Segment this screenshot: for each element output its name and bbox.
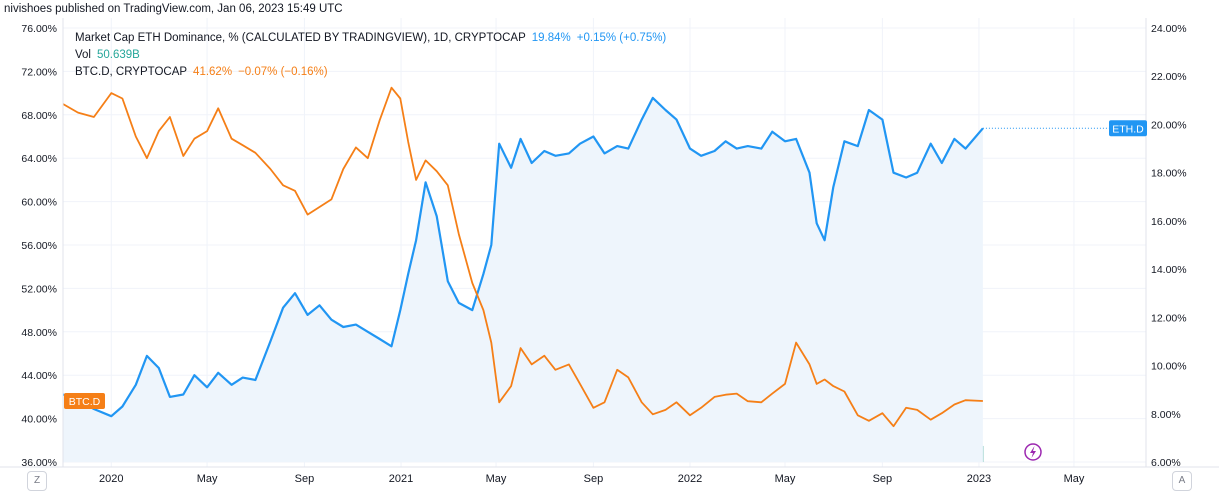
legend-eth-change: +0.15% (+0.75%) bbox=[576, 32, 667, 44]
time-tick-label: 2020 bbox=[99, 473, 123, 485]
eth-last-label: ETH.D bbox=[1112, 123, 1144, 135]
right-tick-label: 6.00% bbox=[1151, 457, 1181, 469]
right-tick-label: 18.00% bbox=[1151, 168, 1187, 180]
time-tick-label: May bbox=[197, 473, 218, 485]
time-tick-label: May bbox=[486, 473, 507, 485]
chart-legend: Market Cap ETH Dominance, % (CALCULATED … bbox=[75, 30, 666, 81]
left-tick-label: 76.00% bbox=[21, 23, 57, 35]
published-by-line: nivishoes published on TradingView.com, … bbox=[4, 3, 343, 15]
time-tick-label: Sep bbox=[584, 473, 604, 485]
right-tick-label: 20.00% bbox=[1151, 119, 1187, 131]
right-tick-label: 10.00% bbox=[1151, 361, 1187, 373]
lightning-icon[interactable] bbox=[1024, 443, 1042, 461]
volume-bar bbox=[982, 445, 984, 462]
eth-last-tag bbox=[1109, 120, 1147, 137]
right-tick-label: 12.00% bbox=[1151, 312, 1187, 324]
time-axis: 2020 May Sep 2021 May Sep 2022 May Sep 2023 May bbox=[99, 473, 1085, 485]
legend-btc-change: −0.07% (−0.16%) bbox=[238, 66, 328, 78]
auto-scale-button[interactable]: A bbox=[1172, 471, 1192, 491]
left-tick-label: 60.00% bbox=[21, 197, 57, 209]
legend-vol-value: 50.639B bbox=[97, 49, 140, 61]
left-tick-label: 56.00% bbox=[21, 240, 57, 252]
right-price-axis: 24.00% 22.00% 20.00% 18.00% 16.00% 14.00% 12.0… bbox=[1151, 23, 1187, 469]
legend-eth-value: 19.84% bbox=[531, 32, 571, 44]
legend-btc-row: BTC.D, CRYPTOCAP 41.62% −0.07% (−0.16%) bbox=[75, 64, 666, 81]
time-tick-label: May bbox=[775, 473, 796, 485]
legend-btc-title: BTC.D, CRYPTOCAP bbox=[75, 66, 188, 78]
time-tick-label: May bbox=[1064, 473, 1085, 485]
time-tick-label: 2021 bbox=[389, 473, 413, 485]
right-tick-label: 24.00% bbox=[1151, 23, 1187, 35]
btc-last-label: BTC.D bbox=[69, 396, 101, 408]
legend-eth-row: Market Cap ETH Dominance, % (CALCULATED … bbox=[75, 30, 666, 47]
legend-btc-value: 41.62% bbox=[193, 66, 233, 78]
eth-dominance-line bbox=[62, 96, 984, 418]
left-tick-label: 36.00% bbox=[21, 457, 57, 469]
legend-vol-title: Vol bbox=[75, 49, 91, 61]
legend-eth-title: Market Cap ETH Dominance, % (CALCULATED … bbox=[75, 32, 526, 44]
right-tick-label: 16.00% bbox=[1151, 216, 1187, 228]
left-tick-label: 52.00% bbox=[21, 283, 57, 295]
left-price-axis: 76.00% 72.00% 68.00% 64.00% 60.00% 56.00% 52.0… bbox=[21, 23, 57, 469]
btc-dominance-line bbox=[62, 86, 983, 428]
time-tick-label: Sep bbox=[873, 473, 893, 485]
right-tick-label: 14.00% bbox=[1151, 264, 1187, 276]
last-value-labels: ETH.D BTC.D bbox=[64, 120, 1147, 410]
left-tick-label: 48.00% bbox=[21, 327, 57, 339]
time-tick-label: 2023 bbox=[967, 473, 991, 485]
right-tick-label: 22.00% bbox=[1151, 71, 1187, 83]
left-tick-label: 64.00% bbox=[21, 153, 57, 165]
legend-vol-row: Vol 50.639B bbox=[75, 47, 666, 64]
auto-scale-left-button[interactable]: Z bbox=[27, 471, 47, 491]
time-tick-label: Sep bbox=[295, 473, 315, 485]
eth-area-fill bbox=[63, 97, 983, 463]
left-tick-label: 68.00% bbox=[21, 110, 57, 122]
left-tick-label: 44.00% bbox=[21, 370, 57, 382]
right-tick-label: 8.00% bbox=[1151, 409, 1181, 421]
btc-last-tag bbox=[64, 393, 105, 410]
time-tick-label: 2022 bbox=[678, 473, 702, 485]
left-tick-label: 40.00% bbox=[21, 414, 57, 426]
left-tick-label: 72.00% bbox=[21, 66, 57, 78]
